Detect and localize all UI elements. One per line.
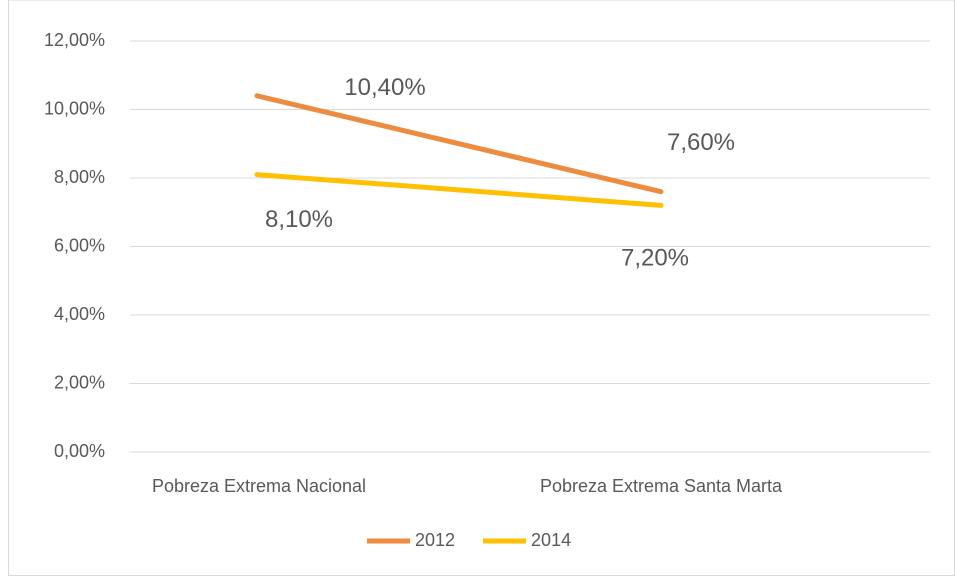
y-tick-label: 4,00% <box>54 304 105 324</box>
x-tick-label: Pobreza Extrema Nacional <box>152 476 366 496</box>
y-tick-label: 12,00% <box>44 30 105 50</box>
data-label: 7,20% <box>621 245 689 272</box>
x-tick-label: Pobreza Extrema Santa Marta <box>540 476 783 496</box>
y-tick-label: 8,00% <box>54 167 105 187</box>
data-label: 7,60% <box>667 129 735 156</box>
data-label: 8,10% <box>265 206 333 233</box>
y-tick-label: 0,00% <box>54 441 105 461</box>
legend-label: 2014 <box>531 530 571 550</box>
y-tick-label: 2,00% <box>54 372 105 392</box>
y-tick-label: 10,00% <box>44 98 105 118</box>
series-line <box>254 172 664 208</box>
chart-border <box>8 0 955 576</box>
legend-label: 2012 <box>415 530 455 550</box>
series-line <box>254 93 664 195</box>
data-label: 10,40% <box>344 74 425 101</box>
y-tick-label: 6,00% <box>54 235 105 255</box>
